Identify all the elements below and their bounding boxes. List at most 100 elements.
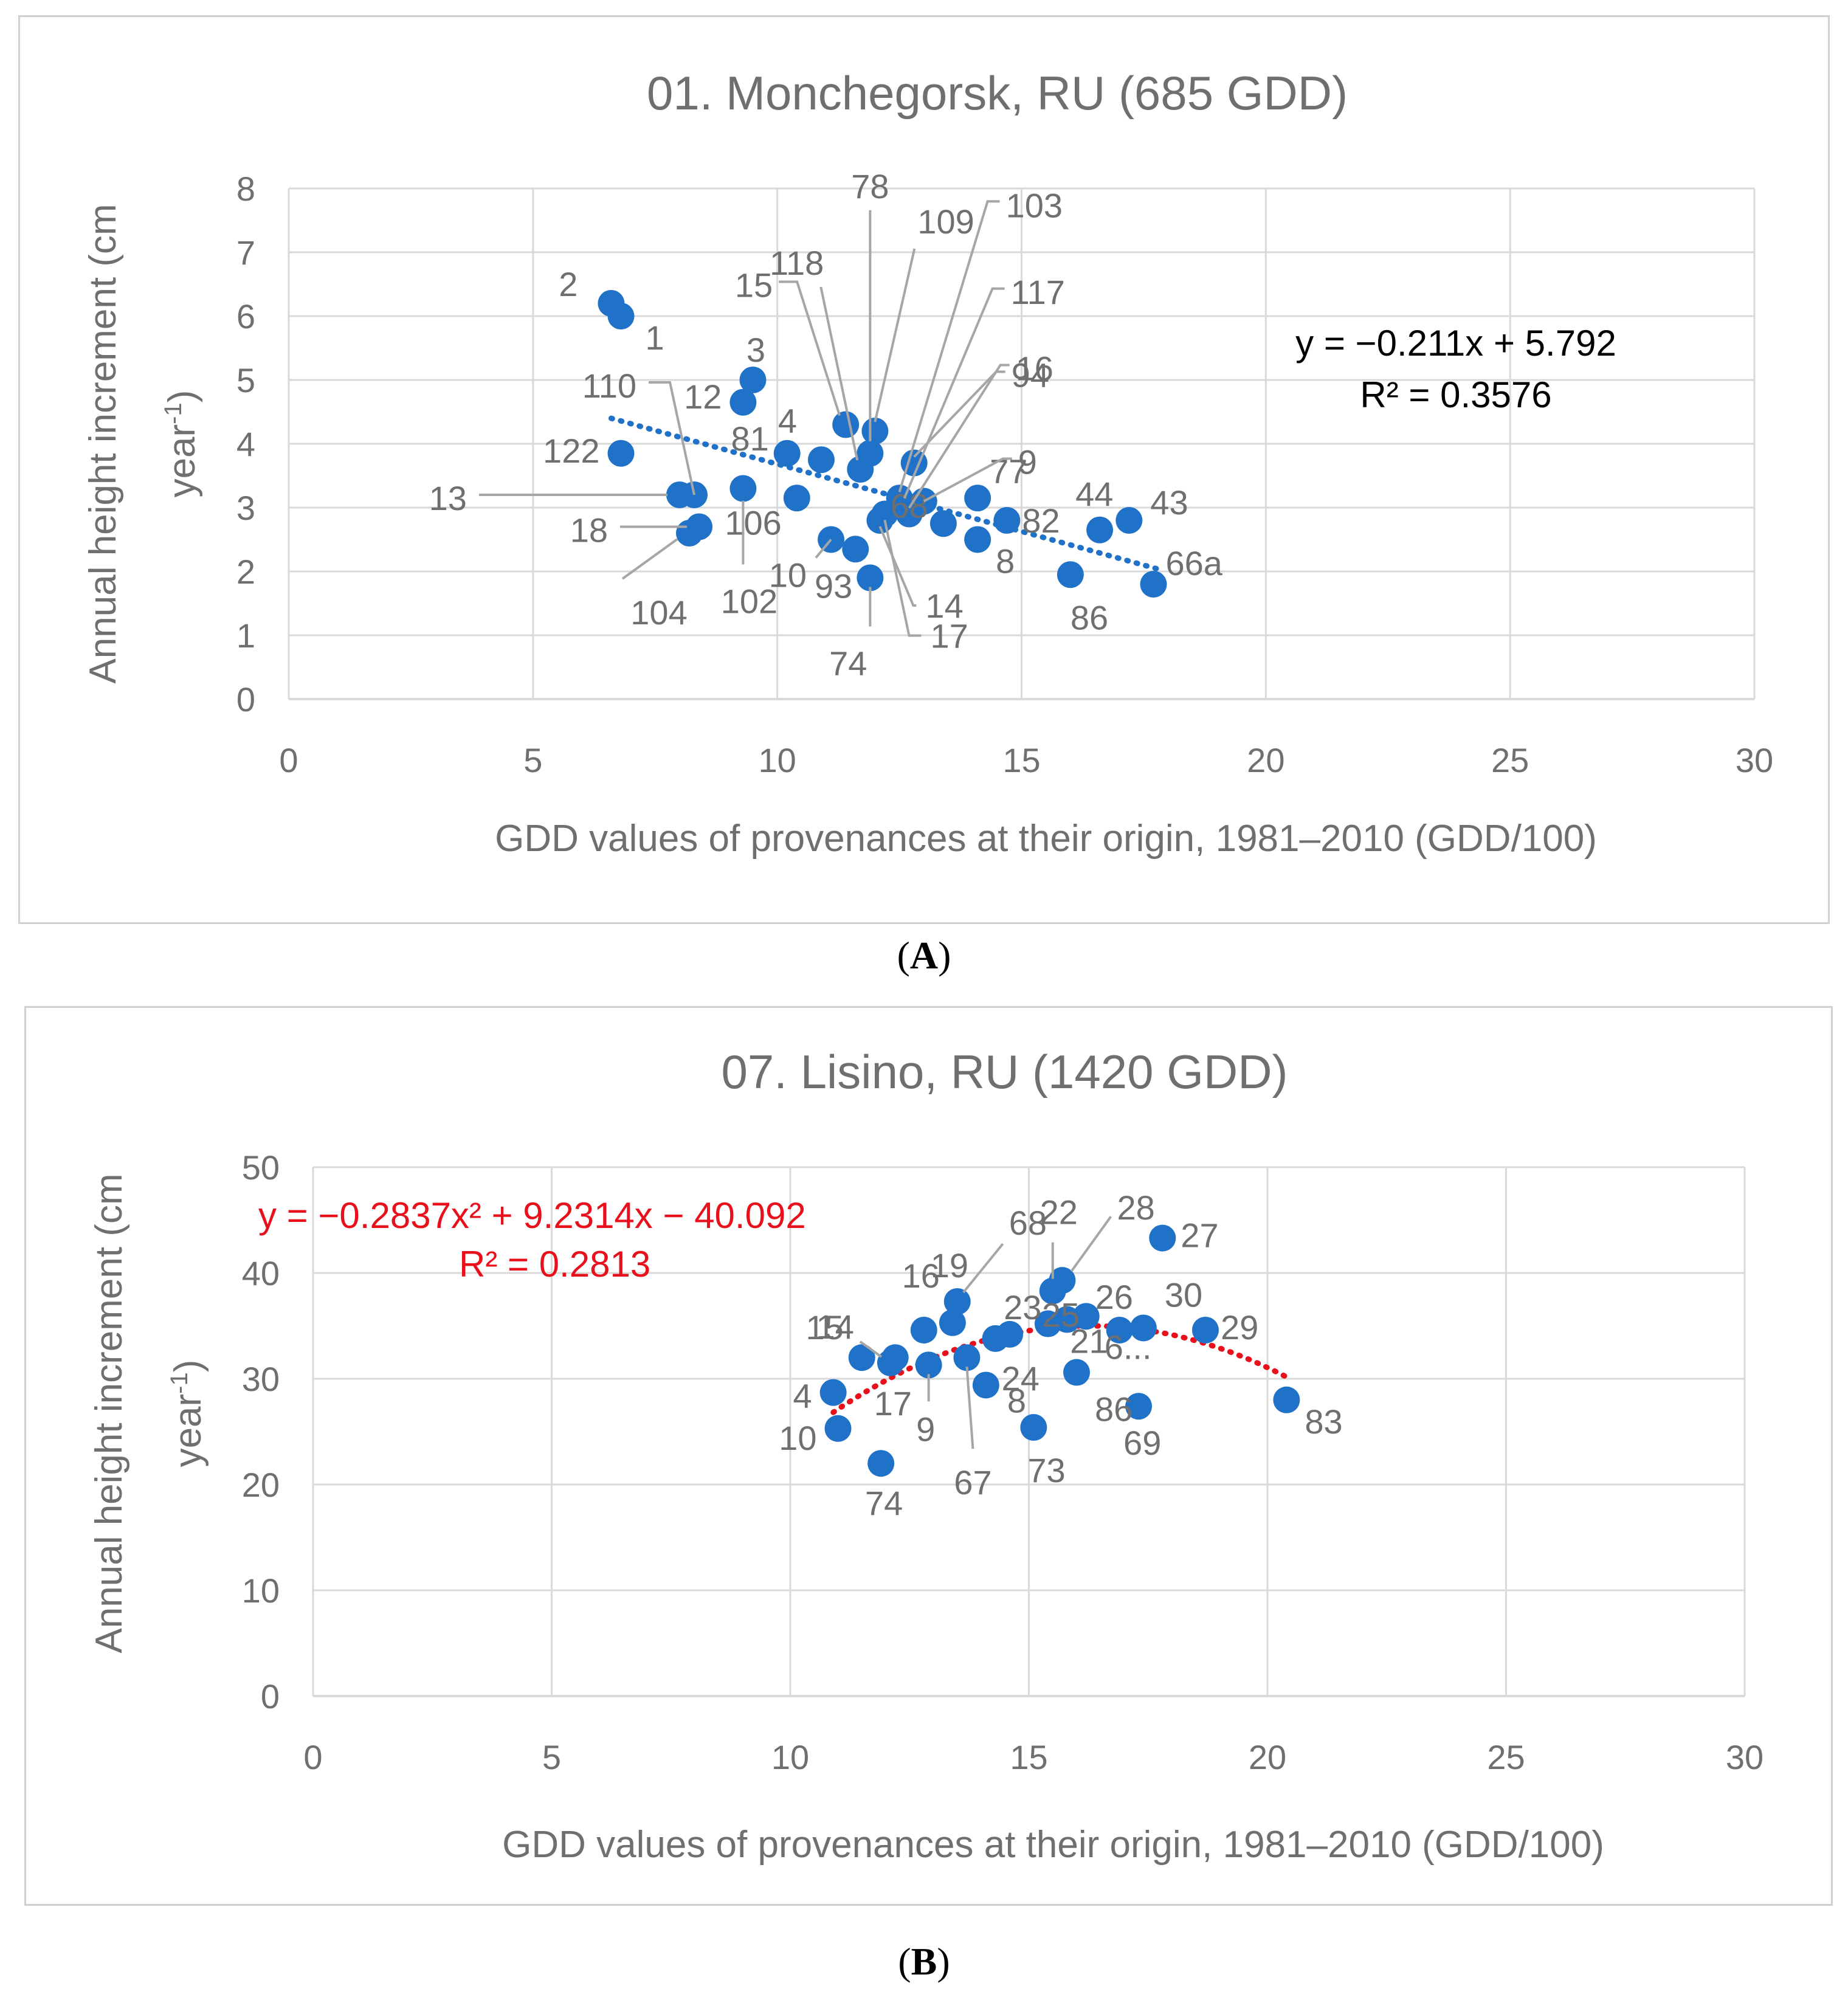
data-point bbox=[857, 564, 884, 592]
x-tick-label: 25 bbox=[1491, 741, 1529, 779]
data-label: 83 bbox=[1305, 1402, 1342, 1441]
leader-line bbox=[874, 248, 916, 423]
data-point bbox=[783, 485, 810, 512]
trendline-r-squared: R² = 0.3576 bbox=[1360, 374, 1551, 415]
data-label: 8 bbox=[1007, 1381, 1026, 1419]
leader-line bbox=[649, 381, 695, 495]
leader-line bbox=[913, 370, 1005, 458]
data-label: 14 bbox=[925, 587, 963, 625]
data-label: 110 bbox=[582, 367, 636, 405]
leader-line bbox=[962, 1243, 1004, 1294]
data-label: 14 bbox=[816, 1308, 854, 1346]
data-label: 3 bbox=[746, 331, 765, 369]
y-tick-label: 0 bbox=[261, 1677, 280, 1716]
chart-b: 07. Lisino, RU (1420 GDD) 0 5 10 15 20 25 30 0 10… bbox=[88, 1045, 1764, 1866]
leader-line bbox=[883, 520, 922, 637]
points-layer bbox=[819, 1224, 1300, 1477]
data-label: 44 bbox=[1075, 475, 1113, 513]
x-tick-label: 20 bbox=[1247, 741, 1284, 779]
data-point bbox=[943, 1288, 971, 1315]
y-tick-label: 1 bbox=[236, 616, 255, 655]
labels-layer: 4 10 15 74 14 17 16 9 19 68 67 824 23 73 25 22 28 21 86 6..… bbox=[779, 1188, 1342, 1522]
x-tick-label: 10 bbox=[759, 741, 796, 779]
data-point bbox=[1086, 516, 1114, 543]
x-axis-label: GDD values of provenances at their origi… bbox=[502, 1824, 1604, 1866]
data-label: 102 bbox=[721, 582, 777, 621]
data-point bbox=[964, 526, 991, 553]
data-label: 74 bbox=[865, 1484, 903, 1522]
data-label: 15 bbox=[805, 1308, 843, 1347]
data-point bbox=[1149, 1224, 1176, 1252]
data-label: 86 bbox=[1095, 1390, 1133, 1429]
data-label: 16 bbox=[902, 1257, 940, 1295]
y-axis-unit: year bbox=[161, 424, 203, 498]
y-tick-label: 50 bbox=[242, 1148, 280, 1187]
data-label: 18 bbox=[570, 511, 608, 550]
data-label: 22 bbox=[1040, 1193, 1078, 1232]
x-tick-label: 5 bbox=[523, 741, 542, 779]
data-point bbox=[773, 440, 801, 467]
data-label: 1 bbox=[645, 319, 664, 357]
x-axis-label: GDD values of provenances at their origi… bbox=[495, 818, 1597, 860]
data-point bbox=[1140, 571, 1167, 598]
data-point bbox=[819, 1379, 847, 1406]
y-axis-label: Annual height increment (cm bbox=[88, 1173, 130, 1653]
data-label: 24 bbox=[1002, 1359, 1040, 1398]
leader-line bbox=[819, 286, 859, 461]
data-point bbox=[832, 411, 860, 438]
data-label: 17 bbox=[930, 617, 968, 655]
data-point bbox=[1191, 1316, 1219, 1343]
data-label: 10 bbox=[779, 1419, 816, 1457]
caption-b: (B) bbox=[898, 1940, 950, 1983]
data-point bbox=[607, 440, 635, 467]
data-label: 73 bbox=[1027, 1451, 1065, 1489]
data-point bbox=[915, 1351, 942, 1379]
data-point bbox=[972, 1371, 999, 1399]
data-point bbox=[1072, 1303, 1100, 1330]
leader-line bbox=[965, 1367, 974, 1449]
data-point bbox=[807, 446, 835, 474]
data-label: 21 bbox=[1070, 1322, 1108, 1361]
x-tick-label: 20 bbox=[1249, 1738, 1286, 1776]
data-label: 118 bbox=[770, 244, 824, 282]
leader-line bbox=[815, 539, 832, 559]
data-label: 86 bbox=[1071, 598, 1108, 636]
data-label: 106 bbox=[725, 503, 781, 542]
data-point bbox=[1273, 1386, 1300, 1413]
y-tick-label: 10 bbox=[242, 1571, 280, 1610]
data-label: 25 bbox=[1042, 1296, 1080, 1334]
chart-title: 07. Lisino, RU (1420 GDD) bbox=[721, 1045, 1288, 1099]
data-label: 69 bbox=[1123, 1424, 1161, 1462]
x-tick-label: 0 bbox=[279, 741, 298, 779]
trendline-equation: y = −0.211x + 5.792 bbox=[1295, 323, 1616, 364]
y-axis-unit: year bbox=[167, 1394, 209, 1468]
leader-line bbox=[878, 526, 917, 607]
data-label: 12 bbox=[684, 378, 722, 416]
leader-line bbox=[779, 280, 841, 416]
data-point bbox=[939, 1309, 966, 1336]
leader-line bbox=[923, 457, 1012, 503]
data-label: 68 bbox=[1009, 1204, 1047, 1242]
y-tick-label: 2 bbox=[236, 553, 255, 591]
data-point bbox=[867, 1450, 895, 1477]
y-axis-unit-exponent: -1 bbox=[160, 402, 187, 424]
leader-line bbox=[908, 364, 1010, 509]
data-point bbox=[861, 418, 889, 444]
y-tick-label: 20 bbox=[242, 1466, 280, 1504]
data-point bbox=[842, 536, 869, 563]
data-point bbox=[1057, 561, 1084, 588]
data-label: 8 bbox=[996, 542, 1015, 581]
y-tick-label: 40 bbox=[242, 1254, 280, 1292]
y-axis-label-line2: year-1) bbox=[160, 390, 203, 498]
data-label: 17 bbox=[874, 1384, 912, 1423]
data-label: 43 bbox=[1150, 483, 1188, 522]
data-label: 67 bbox=[954, 1463, 991, 1502]
data-point bbox=[929, 510, 957, 537]
y-tick-label: 8 bbox=[236, 170, 255, 208]
data-point bbox=[607, 303, 635, 329]
y-tick-label: 6 bbox=[236, 297, 255, 336]
y-axis-label: Annual height increment (cm bbox=[82, 204, 124, 683]
data-label: 74 bbox=[829, 644, 867, 683]
leader-line bbox=[859, 1340, 883, 1358]
